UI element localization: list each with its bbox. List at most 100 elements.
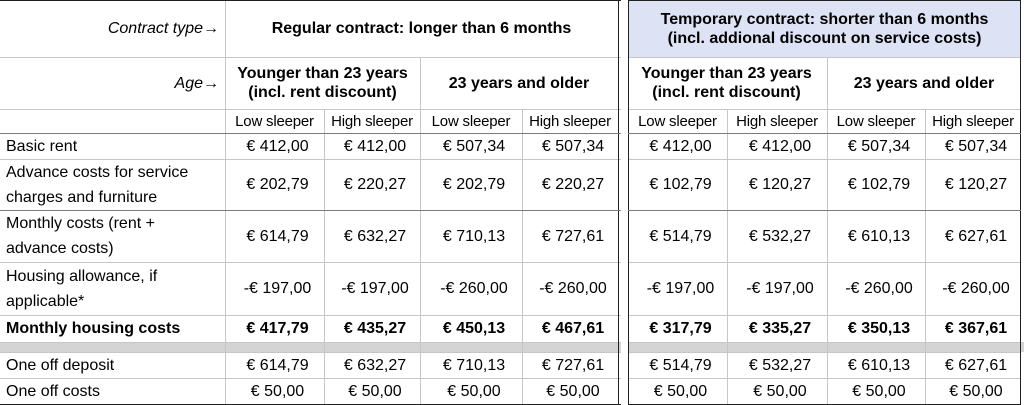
cost-cell: € 610,13	[847, 356, 911, 374]
cost-cell: € 507,34	[847, 137, 911, 155]
column-divider	[420, 57, 421, 109]
temporary-contract-header-line: (incl. addional discount on service cost…	[667, 29, 982, 47]
column-divider	[522, 109, 523, 404]
header-bottom-border	[0, 133, 621, 134]
row-divider	[628, 342, 1021, 343]
row-label: One off deposit	[0, 352, 225, 378]
table-border	[628, 0, 1021, 1]
cost-cell: -€ 260,00	[942, 280, 1010, 297]
cost-cell: -€ 197,00	[243, 280, 312, 297]
cost-cell: € 50,00	[653, 382, 708, 400]
column-divider	[925, 109, 926, 404]
row-label-line: Basic rent	[6, 137, 78, 155]
cost-cell: € 120,27	[748, 176, 812, 193]
cost-cell: € 514,79	[649, 356, 712, 374]
row-divider	[0, 109, 621, 110]
row-label: Monthly costs (rent + advance costs)	[0, 210, 225, 262]
row-label-line: advance costs)	[6, 240, 114, 257]
age-group-header-line: (incl. rent discount)	[652, 84, 801, 101]
row-divider	[628, 352, 1021, 353]
sleeper-type-header: Low sleeper	[638, 112, 717, 130]
sleeper-type-header: High sleeper	[736, 112, 818, 130]
sleeper-type-header: High sleeper	[529, 112, 611, 130]
cost-cell: € 412,00	[246, 137, 309, 155]
row-divider	[0, 352, 621, 353]
regular-contract-header: Regular contract: longer than 6 months	[271, 20, 572, 37]
column-divider	[727, 109, 728, 404]
row-label-line: Advance costs for service	[6, 163, 189, 181]
section-border	[628, 210, 1021, 211]
cost-cell: € 412,00	[649, 137, 712, 155]
cost-cell: € 220,27	[541, 176, 605, 193]
sleeper-type-header: Low sleeper	[431, 112, 511, 130]
cost-cell: -€ 197,00	[746, 280, 814, 297]
row-divider	[628, 378, 1021, 379]
cost-cell: -€ 260,00	[845, 280, 913, 297]
temporary-contract-header-bg	[628, 0, 1021, 57]
age-group-header-line: Younger than 23 years	[641, 65, 812, 82]
cost-cell: € 507,34	[944, 137, 1008, 155]
contract-type-label: Contract type→	[107, 20, 219, 37]
cost-cell: € 412,00	[748, 137, 812, 155]
cost-cell: € 367,61	[944, 320, 1008, 337]
cost-cell: € 50,00	[250, 382, 305, 400]
sleeper-type-header: High sleeper	[331, 112, 413, 130]
age-group-older-header: 23 years and older	[853, 74, 995, 92]
row-divider	[628, 159, 1021, 160]
column-divider	[827, 57, 828, 109]
cost-cell: € 50,00	[949, 382, 1003, 400]
cost-cell: € 710,13	[442, 356, 506, 374]
cost-cell: € 532,27	[748, 227, 812, 245]
table-border	[618, 0, 619, 404]
table-border	[0, 0, 621, 1]
cost-cell: € 610,13	[847, 227, 911, 245]
header-bottom-border	[628, 133, 1021, 134]
row-divider	[0, 378, 621, 379]
cost-cell: € 50,00	[852, 382, 906, 400]
row-divider	[628, 109, 1021, 110]
row-divider	[628, 315, 1021, 316]
cost-cell: -€ 197,00	[341, 280, 409, 297]
age-group-header-line: Younger than 23 years	[237, 65, 408, 82]
row-label: Basic rent	[0, 133, 225, 159]
row-label: One off costs	[0, 378, 225, 404]
row-divider	[0, 57, 621, 58]
column-gap	[621, 0, 628, 405]
row-label-line: One off deposit	[6, 356, 115, 374]
cost-cell: € 412,00	[343, 137, 407, 155]
sleeper-type-header: Low sleeper	[235, 112, 314, 130]
cost-cell: € 727,61	[541, 356, 605, 374]
cost-cell: € 202,79	[442, 176, 506, 193]
cost-cell: € 507,34	[541, 137, 605, 155]
cost-cell: € 102,79	[649, 176, 712, 193]
cost-cell: € 614,79	[246, 356, 309, 374]
row-divider	[0, 342, 621, 343]
cost-cell: € 202,79	[246, 176, 309, 193]
cost-cell: € 120,27	[944, 176, 1008, 193]
cost-cell: € 350,13	[847, 320, 911, 337]
row-label: Monthly housing costs	[0, 315, 225, 342]
cost-cell: € 50,00	[753, 382, 807, 400]
cost-cell: € 532,27	[748, 356, 812, 374]
sleeper-type-header: Low sleeper	[836, 112, 916, 130]
age-group-younger-header: Younger than 23 years (incl. rent discoun…	[225, 57, 420, 109]
row-label: Housing allowance, if applicable*	[0, 262, 225, 315]
row-label-line: Housing allowance, if	[6, 267, 158, 285]
cost-cell: € 102,79	[847, 176, 911, 193]
cost-cell: € 614,79	[246, 227, 309, 245]
cost-cell: € 450,13	[442, 320, 506, 337]
age-group-younger-header: Younger than 23 years (incl. rent discoun…	[628, 57, 825, 109]
row-divider	[628, 262, 1021, 263]
age-label: Age→	[174, 74, 219, 92]
cost-cell: € 50,00	[546, 382, 600, 400]
age-group-header-line: (incl. rent discount)	[248, 84, 397, 101]
sleeper-type-header: High sleeper	[932, 112, 1014, 130]
row-divider	[0, 315, 621, 316]
column-divider	[827, 109, 828, 404]
cost-cell: € 710,13	[442, 227, 506, 245]
age-group-older-header: 23 years and older	[448, 74, 590, 92]
cost-cell: € 627,61	[944, 227, 1008, 245]
row-divider	[628, 57, 1021, 58]
separator-band	[0, 342, 1024, 352]
